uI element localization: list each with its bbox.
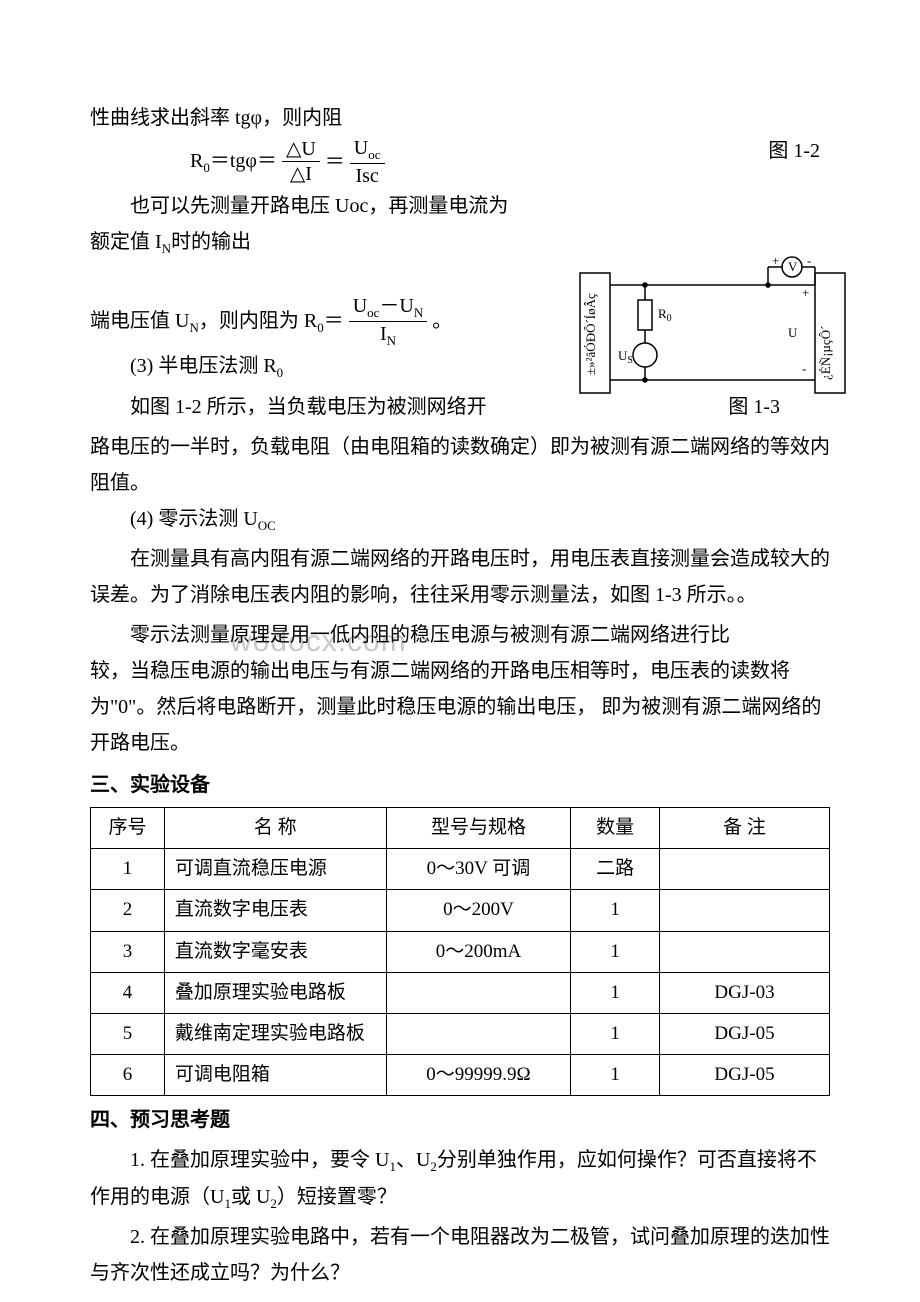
- line-slope: 性曲线求出斜率 tgφ，则内阻: [90, 100, 830, 136]
- table-row: 5 戴维南定理实验电路板 1 DGJ-05: [91, 1013, 830, 1054]
- table-row: 2 直流数字电压表 0～200V 1: [91, 890, 830, 931]
- col-qty: 数量: [571, 807, 660, 848]
- col-model: 型号与规格: [386, 807, 571, 848]
- col-index: 序号: [91, 807, 165, 848]
- col-name: 名 称: [164, 807, 386, 848]
- table-row: 6 可调电阻箱 0～99999.9Ω 1 DGJ-05: [91, 1055, 830, 1096]
- section-4-heading: 四、预习思考题: [90, 1102, 830, 1138]
- fig-1-3-label: 图 1-3: [688, 389, 780, 425]
- document-body: 性曲线求出斜率 tgφ，则内阻 图 1-2 R0＝tgφ＝ △U △I ＝ Uo…: [90, 100, 830, 1291]
- section-3-heading: 三、实验设备: [90, 767, 830, 803]
- para-half-voltage-b: 路电压的一半时，负载电阻（由电阻箱的读数确定）即为被测有源二端网络的等效内阻值。: [90, 429, 830, 501]
- item-4-heading: (4) 零示法测 UOC: [90, 501, 830, 537]
- item-3-heading: (3) 半电压法测 R0: [90, 348, 830, 384]
- para-measure-uoc: 也可以先测量开路电压 Uoc，再测量电流为额定值 IN时的输出: [90, 188, 510, 260]
- question-1: 1. 在叠加原理实验中，要令 U1、U2分别单独作用，应如何操作？可否直接将不作…: [90, 1142, 830, 1215]
- fig-1-2-label: 图 1-2: [768, 136, 820, 166]
- para-internal-r: 端电压值 UN，则内阻为 R0＝ Uoc－UN IN 。: [90, 294, 830, 348]
- table-header-row: 序号 名 称 型号与规格 数量 备 注: [91, 807, 830, 848]
- question-2: 2. 在叠加原理实验电路中，若有一个电阻器改为二极管，试问叠加原理的迭加性与齐次…: [90, 1219, 830, 1291]
- para-zero-principle: 零示法测量原理是用一低内阻的稳压电源与被测有源二端网络进行比 较，当稳压电源的输…: [90, 617, 830, 761]
- col-note: 备 注: [660, 807, 830, 848]
- table-row: 1 可调直流稳压电源 0～30V 可调 二路: [91, 849, 830, 890]
- para-zero-method: 在测量具有高内阻有源二端网络的开路电压时，用电压表直接测量会造成较大的误差。为了…: [90, 541, 830, 613]
- table-row: 4 叠加原理实验电路板 1 DGJ-03: [91, 972, 830, 1013]
- para-half-voltage-a: 图 1-3 如图 1-2 所示，当负载电压为被测网络开: [90, 389, 830, 425]
- table-row: 3 直流数字毫安表 0～200mA 1: [91, 931, 830, 972]
- formula-r0: 图 1-2 R0＝tgφ＝ △U △I ＝ Uoc Isc: [90, 136, 830, 188]
- equipment-table: 序号 名 称 型号与规格 数量 备 注 1 可调直流稳压电源 0～30V 可调 …: [90, 807, 830, 1096]
